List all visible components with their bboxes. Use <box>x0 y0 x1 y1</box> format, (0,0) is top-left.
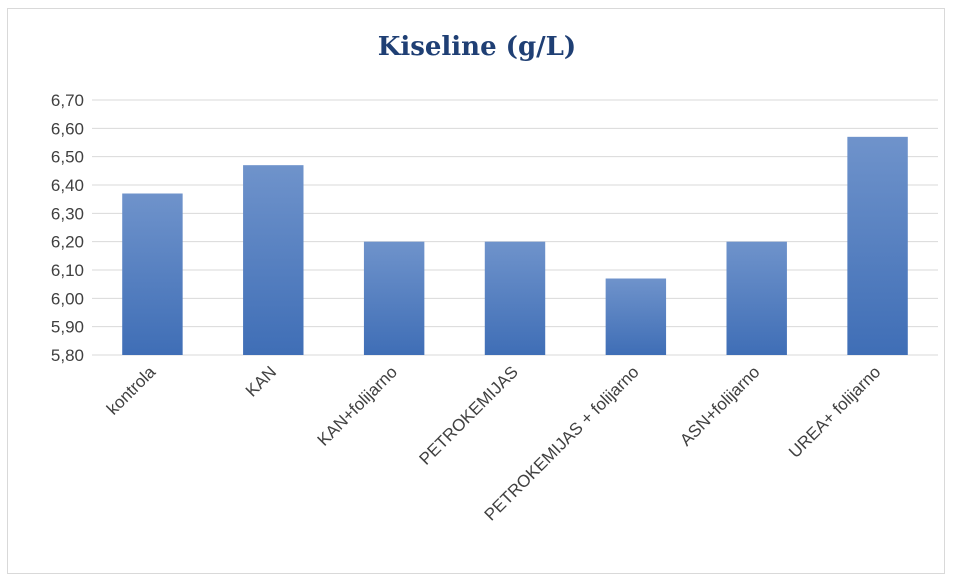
y-tick-label: 6,10 <box>51 261 84 280</box>
chart-title: Kiseline (g/L) <box>377 32 577 62</box>
y-tick-label: 6,50 <box>51 148 84 167</box>
y-tick-label: 6,20 <box>51 233 84 252</box>
y-tick-label: 5,90 <box>51 318 84 337</box>
bar-5 <box>726 241 787 355</box>
y-tick-label: 5,80 <box>51 346 84 365</box>
x-category-label: UREA+ folijarno <box>785 362 884 461</box>
bar-2 <box>363 241 425 355</box>
y-tick-label: 6,60 <box>51 119 84 138</box>
bars <box>122 136 908 355</box>
y-tick-label: 6,30 <box>51 204 84 223</box>
y-tick-label: 6,00 <box>51 289 84 308</box>
bar-4 <box>605 278 667 355</box>
x-category-label: ASN+folijarno <box>676 362 763 449</box>
x-axis-labels: kontrola KAN KAN+folijarno PETROKEMIJASPETR… <box>103 362 884 524</box>
x-category-label: kontrola <box>103 362 160 419</box>
bar-3 <box>484 241 546 355</box>
y-tick-label: 6,40 <box>51 176 84 195</box>
bar-1 <box>243 165 304 355</box>
y-axis-ticks: 5,80 5,90 6,00 6,10 6,20 6,30 6,40 6,50 6,60 6,70 <box>51 91 84 365</box>
x-category-label: PETROKEMIJAS <box>416 362 522 468</box>
x-category-label: KAN+folijarno <box>314 362 401 449</box>
bar-6 <box>847 136 908 355</box>
x-category-label: KAN <box>242 362 280 400</box>
y-tick-label: 6,70 <box>51 91 84 110</box>
bar-0 <box>122 193 183 355</box>
